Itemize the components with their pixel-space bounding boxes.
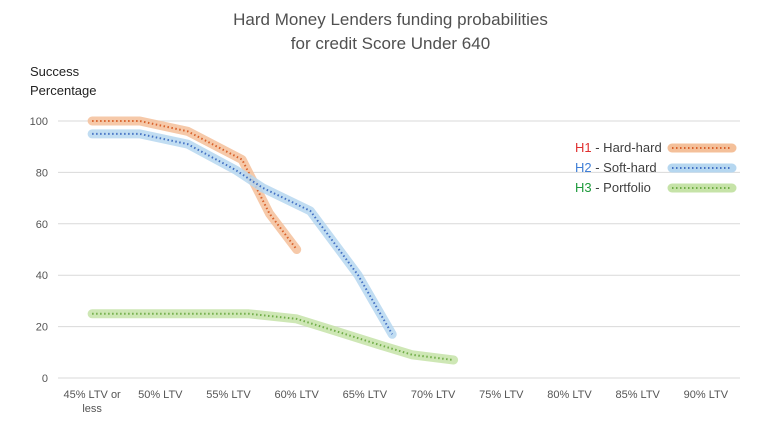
series-h3-line <box>92 312 454 361</box>
legend-label-h1: H1 - Hard-hard <box>575 140 662 155</box>
y-axis-label-line-2: Percentage <box>30 83 97 98</box>
x-tick-label: 60% LTV <box>274 389 319 401</box>
x-tick-label: 65% LTV <box>343 389 388 401</box>
y-tick-label: 20 <box>36 322 48 334</box>
chart-title-line-2: for credit Score Under 640 <box>290 34 491 53</box>
x-tick-label: 80% LTV <box>547 389 592 401</box>
y-tick-label: 80 <box>36 167 48 179</box>
x-tick-label: 50% LTV <box>138 389 183 401</box>
y-tick-label: 40 <box>36 270 48 282</box>
y-axis-label-line-1: Success <box>30 64 80 79</box>
legend-label-h2: H2 - Soft-hard <box>575 160 657 175</box>
y-tick-label: 0 <box>42 373 48 385</box>
x-tick-label: 55% LTV <box>206 389 251 401</box>
series-h1-glow <box>87 116 302 254</box>
x-tick-label: 70% LTV <box>411 389 456 401</box>
y-tick-label: 60 <box>36 219 48 231</box>
legend-label-h3: H3 - Portfolio <box>575 180 651 195</box>
x-tick-label: 75% LTV <box>479 389 524 401</box>
series-h3-glow <box>87 309 459 365</box>
y-tick-label: 100 <box>30 116 48 128</box>
series-h2-glow <box>87 129 397 339</box>
chart-title-line-1: Hard Money Lenders funding probabilities <box>233 10 548 29</box>
x-tick-label: 45% LTV or less <box>63 389 121 415</box>
x-tick-label: 90% LTV <box>684 389 729 401</box>
x-tick-label: 85% LTV <box>615 389 660 401</box>
